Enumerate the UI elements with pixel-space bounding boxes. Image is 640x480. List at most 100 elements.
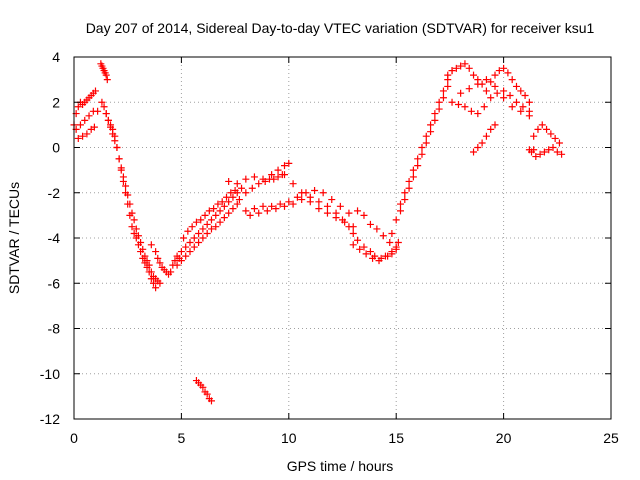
data-point xyxy=(487,125,495,133)
data-point xyxy=(431,116,439,124)
data-point xyxy=(184,227,192,235)
data-point xyxy=(508,76,516,84)
data-point xyxy=(182,252,190,260)
data-point xyxy=(444,71,452,79)
data-point xyxy=(199,225,207,233)
data-point xyxy=(482,87,490,95)
data-point xyxy=(139,245,147,253)
data-point xyxy=(154,254,162,262)
data-point xyxy=(392,245,400,253)
data-point xyxy=(210,205,218,213)
data-point xyxy=(401,196,409,204)
data-point xyxy=(354,236,362,244)
data-point xyxy=(128,209,136,217)
data-point xyxy=(418,144,426,151)
data-point xyxy=(381,252,389,260)
data-point xyxy=(388,229,396,237)
data-point xyxy=(543,125,551,133)
data-point xyxy=(474,144,482,151)
data-point xyxy=(298,189,306,197)
data-point xyxy=(195,229,203,237)
data-point xyxy=(506,91,514,99)
data-point xyxy=(482,76,490,84)
data-point xyxy=(517,87,525,95)
data-point xyxy=(115,155,123,163)
data-point xyxy=(285,198,293,206)
data-point xyxy=(231,186,239,194)
data-point xyxy=(328,196,336,204)
data-point xyxy=(147,268,155,276)
data-point xyxy=(130,229,138,237)
data-point xyxy=(495,67,503,75)
data-point xyxy=(457,62,465,70)
data-point xyxy=(394,239,402,247)
data-point xyxy=(465,64,473,72)
data-point xyxy=(229,193,237,201)
data-point xyxy=(113,144,121,151)
data-point xyxy=(98,98,106,106)
data-point xyxy=(220,214,228,222)
y-tick-label: -12 xyxy=(40,411,60,427)
data-point xyxy=(117,164,125,172)
data-point xyxy=(532,153,540,161)
data-point xyxy=(392,216,400,224)
chart-title: Day 207 of 2014, Sidereal Day-to-day VTE… xyxy=(86,20,595,36)
data-point xyxy=(229,205,237,213)
data-point xyxy=(263,207,271,215)
data-point xyxy=(186,248,194,256)
data-point xyxy=(119,173,127,181)
data-point xyxy=(504,69,512,77)
x-tick-label: 10 xyxy=(281,430,297,446)
data-point xyxy=(156,279,164,287)
data-point xyxy=(233,200,241,208)
data-point xyxy=(538,121,546,129)
data-point xyxy=(242,175,250,183)
data-point xyxy=(500,64,508,72)
data-point xyxy=(521,91,529,99)
data-point xyxy=(461,60,469,68)
data-point xyxy=(76,121,84,129)
y-axis-label: SDTVAR / TECUs xyxy=(6,182,22,294)
data-point xyxy=(255,180,263,188)
data-point xyxy=(452,64,460,72)
data-point xyxy=(323,209,331,217)
data-point xyxy=(315,205,323,213)
y-tick-label: -2 xyxy=(48,185,61,201)
x-axis-label: GPS time / hours xyxy=(287,458,394,474)
x-axis: 0 5 10 15 20 25 xyxy=(70,57,619,446)
data-point xyxy=(143,257,151,265)
data-point xyxy=(409,173,417,181)
data-point xyxy=(482,132,490,140)
data-point xyxy=(401,189,409,197)
data-point xyxy=(134,232,142,240)
data-point xyxy=(242,207,250,215)
data-point xyxy=(534,125,542,133)
data-point xyxy=(268,171,276,179)
data-point xyxy=(124,191,132,199)
data-point xyxy=(345,223,353,231)
data-point xyxy=(435,98,443,106)
data-point xyxy=(91,87,99,95)
data-point xyxy=(470,148,478,156)
data-point xyxy=(519,103,527,111)
data-point xyxy=(242,189,250,197)
data-point xyxy=(212,223,220,231)
data-point xyxy=(474,80,482,88)
data-point xyxy=(405,184,413,192)
data-point xyxy=(360,211,368,219)
data-point xyxy=(250,173,258,181)
data-point xyxy=(177,257,185,265)
data-point xyxy=(281,162,289,170)
y-tick-label: -4 xyxy=(48,230,61,246)
data-point xyxy=(103,76,111,84)
data-point xyxy=(130,216,138,224)
data-point xyxy=(225,209,233,217)
data-point xyxy=(332,214,340,222)
data-point xyxy=(203,229,211,237)
data-point xyxy=(465,85,473,93)
x-tick-label: 20 xyxy=(496,430,512,446)
data-point xyxy=(517,107,525,115)
data-point xyxy=(373,225,381,233)
data-point xyxy=(83,130,91,138)
data-point xyxy=(270,175,278,183)
